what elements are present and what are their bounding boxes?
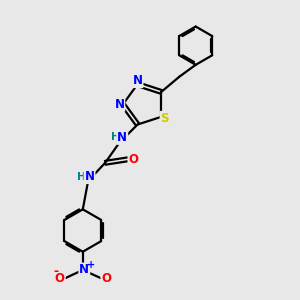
Text: H: H bbox=[77, 172, 86, 182]
Text: H: H bbox=[110, 133, 119, 142]
Text: N: N bbox=[114, 98, 124, 111]
Text: O: O bbox=[55, 272, 65, 285]
Text: O: O bbox=[128, 153, 138, 166]
Text: N: N bbox=[133, 74, 142, 87]
Text: O: O bbox=[101, 272, 111, 285]
Text: -: - bbox=[53, 265, 58, 278]
Text: N: N bbox=[117, 131, 127, 144]
Text: S: S bbox=[160, 112, 169, 125]
Text: +: + bbox=[87, 260, 95, 270]
Text: N: N bbox=[79, 263, 89, 277]
Text: N: N bbox=[85, 170, 94, 183]
